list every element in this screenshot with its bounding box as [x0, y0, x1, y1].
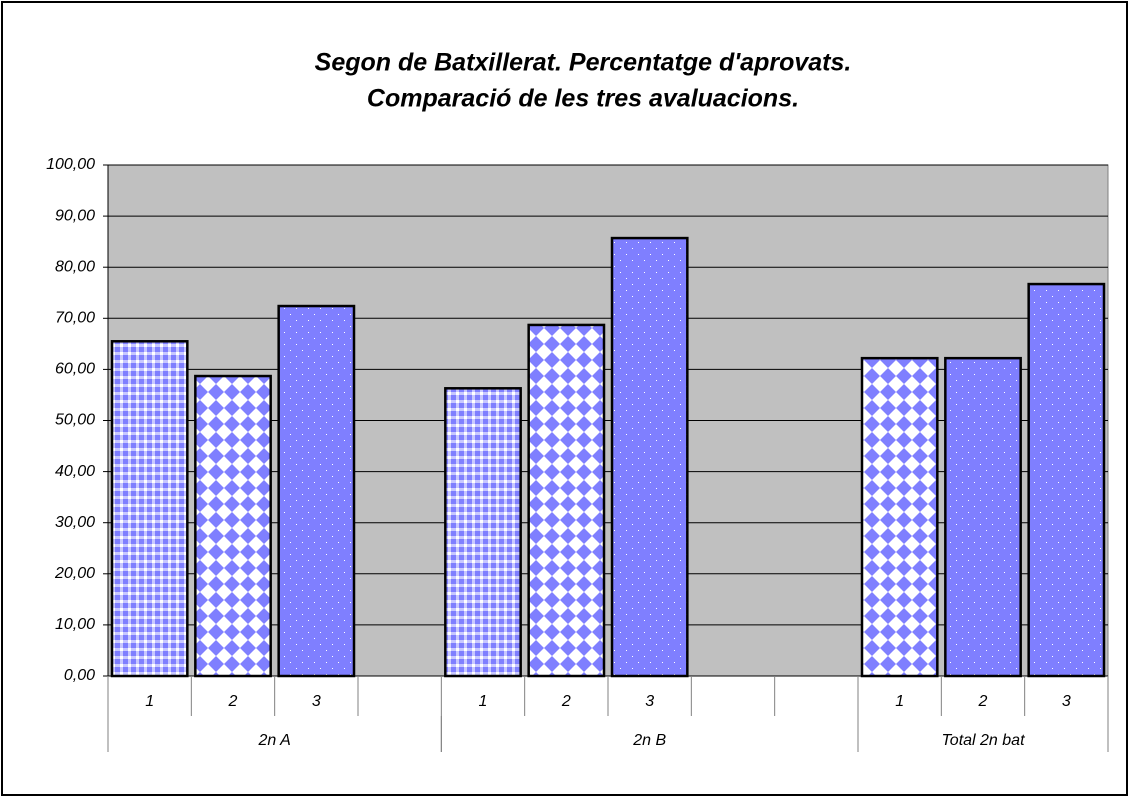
x-tick-label: 2 — [561, 693, 571, 710]
bar — [1027, 282, 1106, 678]
chart-title: Comparació de les tres avaluacions. — [367, 85, 799, 113]
y-tick-label: 90,00 — [55, 207, 95, 224]
group-label: Total 2n bat — [941, 732, 1025, 749]
chart-title: Segon de Batxillerat. Percentatge d'apro… — [315, 49, 852, 77]
x-tick-label: 3 — [312, 693, 321, 710]
bar — [860, 356, 939, 678]
x-tick-label: 2 — [978, 693, 988, 710]
y-tick-label: 50,00 — [55, 412, 95, 429]
x-tick-label: 1 — [479, 693, 488, 710]
x-tick-label: 1 — [895, 693, 904, 710]
x-tick-label: 2 — [228, 693, 238, 710]
y-tick-label: 40,00 — [55, 463, 95, 480]
y-tick-label: 30,00 — [55, 514, 95, 531]
bar — [610, 236, 689, 678]
bar — [944, 356, 1022, 678]
y-tick-label: 70,00 — [55, 310, 95, 327]
y-tick-label: 80,00 — [55, 258, 95, 275]
y-tick-label: 20,00 — [54, 565, 95, 582]
y-tick-label: 0,00 — [64, 667, 95, 684]
bar — [277, 304, 356, 678]
x-tick-label: 3 — [1062, 693, 1071, 710]
y-tick-label: 60,00 — [55, 361, 95, 378]
group-label: 2n A — [258, 732, 291, 749]
y-tick-label: 10,00 — [55, 616, 95, 633]
y-tick-label: 100,00 — [46, 156, 95, 173]
x-tick-label: 1 — [145, 693, 154, 710]
x-tick-label: 3 — [645, 693, 654, 710]
bar — [194, 374, 272, 678]
bar — [527, 323, 606, 678]
group-label: 2n B — [632, 732, 666, 749]
bar — [110, 340, 189, 678]
bar — [444, 387, 522, 678]
